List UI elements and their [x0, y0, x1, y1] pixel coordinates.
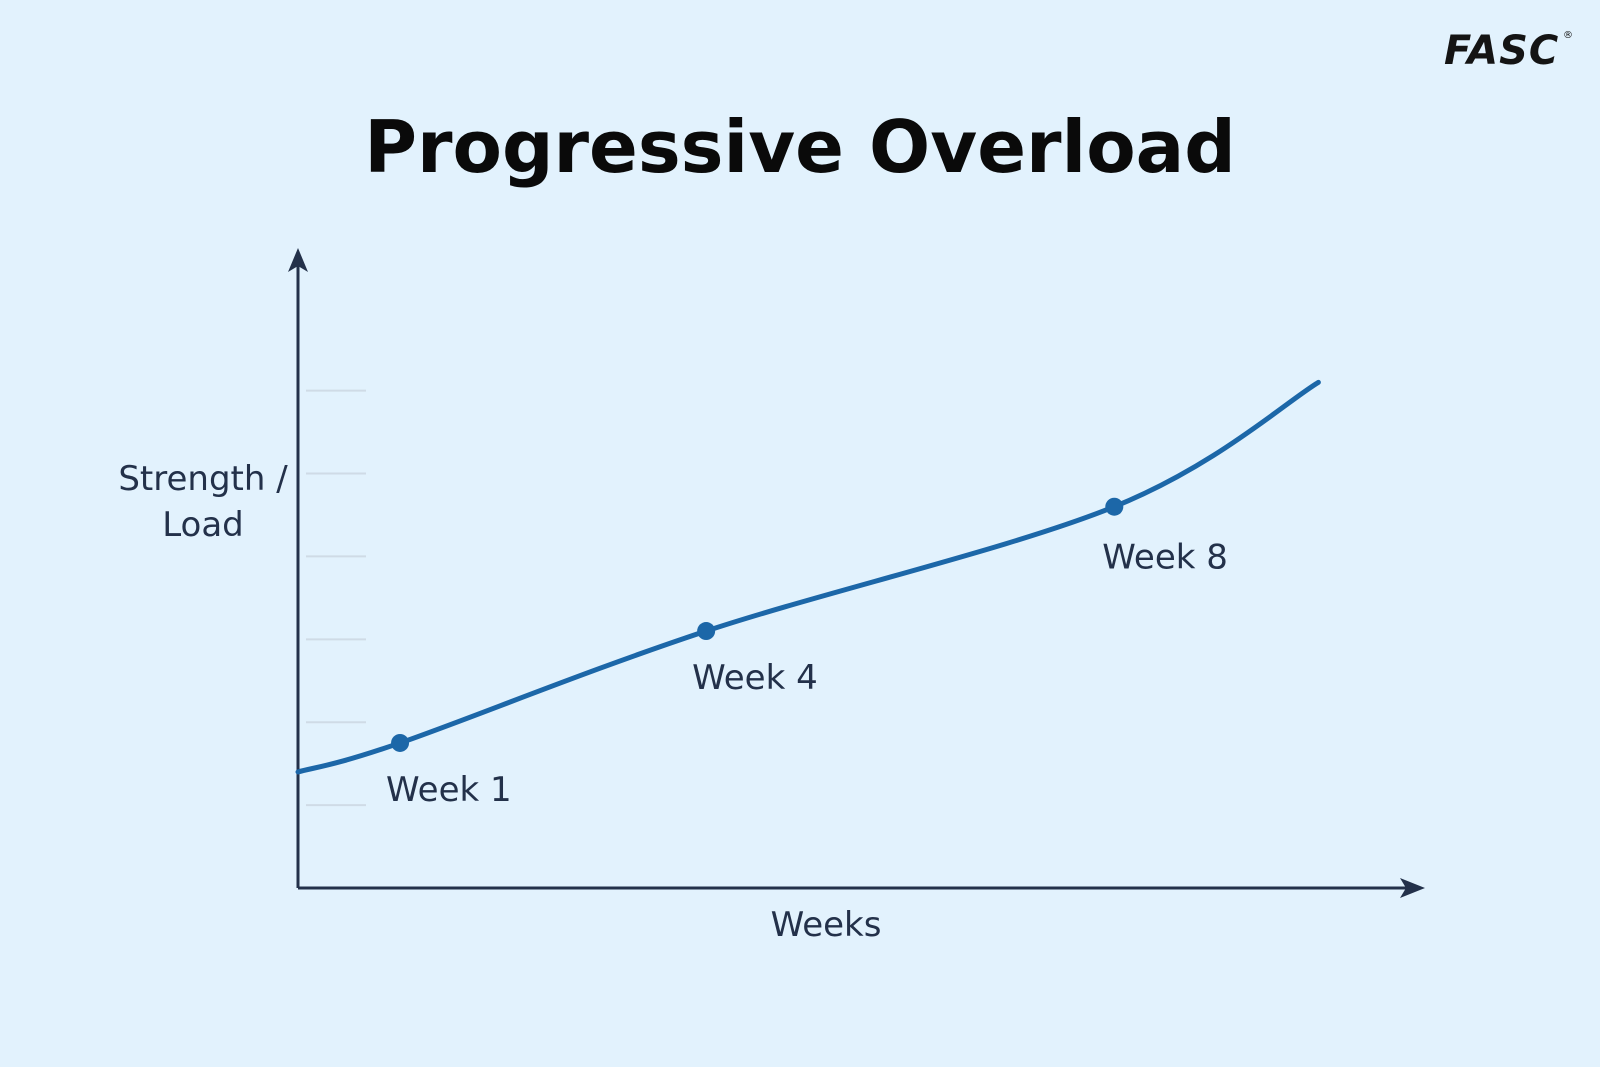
chart-title: Progressive Overload: [364, 105, 1236, 189]
axes: [288, 248, 1425, 898]
registered-mark: ®: [1563, 30, 1573, 41]
data-point-marker: [1105, 497, 1124, 516]
y-axis-label-line-2: Load: [162, 505, 244, 545]
y-axis-arrow: [288, 248, 308, 272]
data-point-label: Week 1: [386, 770, 512, 810]
data-point-label: Week 8: [1102, 538, 1228, 578]
data-point-label: Week 4: [692, 658, 818, 698]
x-axis-arrow: [1400, 878, 1425, 898]
data-point-marker: [391, 733, 410, 752]
data-point-marker: [697, 622, 716, 641]
y-axis-label-line-1: Strength /: [118, 459, 288, 499]
data-points: Week 1 Week 4 Week 8: [386, 497, 1228, 810]
y-tick-marks: [306, 389, 366, 807]
fasc-logo: FASC ®: [1444, 28, 1573, 74]
x-axis-label: Weeks: [771, 905, 882, 945]
logo-text: FASC: [1444, 28, 1559, 74]
